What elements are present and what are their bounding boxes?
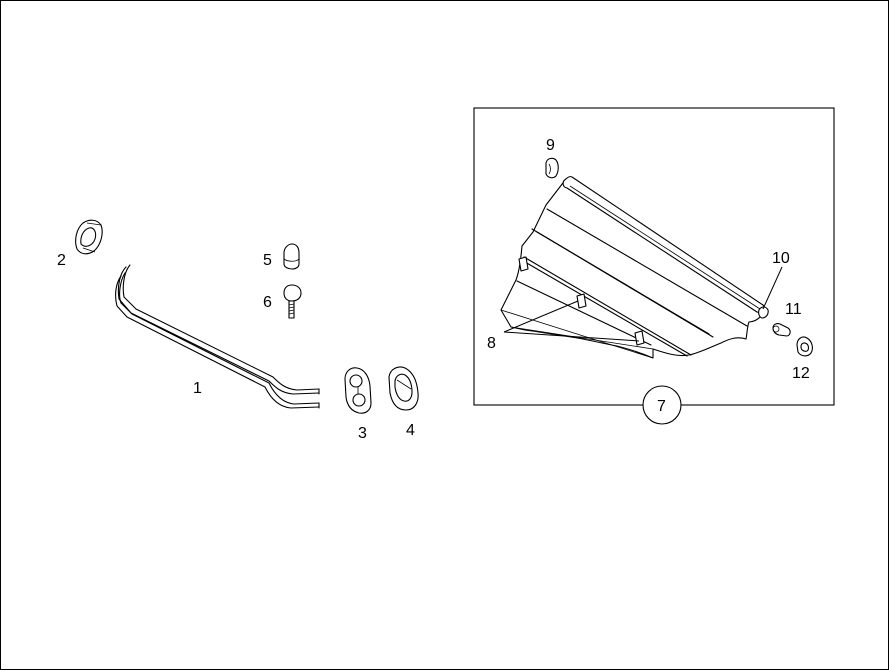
part-3-spacer [344,367,372,414]
callout-6: 6 [263,294,272,311]
callout-11: 11 [785,301,802,318]
part-5-cap [283,243,300,270]
part-4-bracket [388,366,419,411]
part-2-clip [75,219,103,255]
callout-9: 9 [546,137,555,154]
callout-3: 3 [358,425,367,442]
inset-box [473,107,835,425]
callout-2: 2 [57,252,66,269]
callout-4: 4 [406,422,415,439]
part-8-clips [518,256,645,346]
part-6-screw [283,284,302,319]
part-12-holder [796,336,813,357]
part-1-rod [115,264,320,409]
leader-8a [503,300,579,333]
leader-10 [762,266,783,310]
callout-7: 7 [657,398,666,415]
part-9-bracket [545,157,559,179]
callout-1: 1 [193,380,202,397]
callout-10: 10 [772,250,790,267]
leader-8b [503,331,640,342]
callout-5: 5 [263,252,272,269]
part-11-pin [772,323,791,337]
callout-8: 8 [487,335,496,352]
callout-7-circle [642,385,682,425]
callout-12: 12 [792,365,810,382]
